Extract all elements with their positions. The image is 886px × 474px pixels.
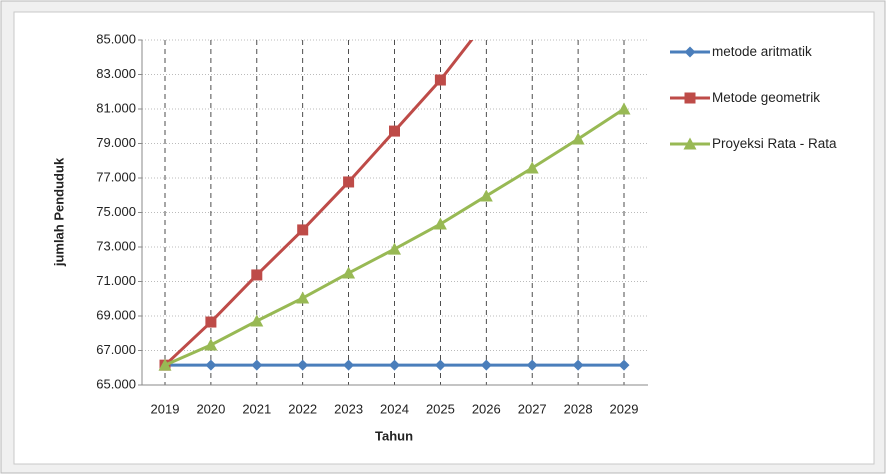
- y-tick-label: 73.000: [96, 238, 136, 253]
- marker: [571, 132, 585, 145]
- marker: [205, 359, 217, 371]
- marker: [205, 316, 217, 328]
- marker: [683, 137, 697, 150]
- marker: [434, 74, 446, 86]
- y-tick-label: 75.000: [96, 204, 136, 219]
- marker: [388, 242, 401, 255]
- marker: [684, 92, 696, 104]
- legend-item: Proyeksi Rata - Rata: [668, 134, 838, 154]
- marker: [342, 266, 356, 279]
- x-tick-label: 2022: [288, 401, 317, 416]
- x-tick-label: 2029: [610, 401, 639, 416]
- marker: [251, 359, 263, 371]
- legend-icon: [670, 46, 710, 58]
- series-line: [163, 40, 474, 367]
- plot-area: [158, 40, 631, 371]
- y-tick-label: 81.000: [96, 100, 136, 115]
- x-axis-title: Tahun: [375, 428, 413, 443]
- marker: [389, 125, 400, 137]
- marker: [617, 102, 631, 115]
- marker: [343, 359, 355, 371]
- marker: [389, 359, 400, 371]
- x-tick-label: 2019: [151, 401, 180, 416]
- y-tick-label: 79.000: [96, 135, 136, 150]
- y-tick-label: 77.000: [96, 169, 136, 184]
- x-tick-label: 2024: [380, 401, 409, 416]
- legend-icon: [670, 137, 710, 150]
- marker: [572, 359, 584, 371]
- marker: [480, 359, 492, 371]
- marker: [251, 269, 263, 281]
- marker: [297, 359, 309, 371]
- y-tick-label: 67.000: [96, 342, 136, 357]
- x-tick-label: 2023: [334, 401, 363, 416]
- y-tick-label: 69.000: [96, 307, 136, 322]
- marker: [526, 359, 538, 371]
- marker: [684, 46, 696, 58]
- legend-icon: [670, 92, 710, 104]
- legend-item: Metode geometrik: [668, 88, 838, 108]
- x-tick-label: 2021: [242, 401, 271, 416]
- chart-area: [13, 11, 875, 465]
- legend-label: metode aritmatik: [712, 44, 812, 59]
- marker: [434, 359, 446, 371]
- marker: [525, 161, 539, 174]
- marker: [204, 338, 218, 351]
- marker: [433, 217, 447, 230]
- legend-label: Metode geometrik: [712, 90, 821, 105]
- marker: [250, 314, 264, 327]
- y-axis-title: jumlah Penduduk: [51, 157, 66, 267]
- marker: [479, 189, 493, 202]
- x-tick-label: 2020: [196, 401, 225, 416]
- x-tick-label: 2027: [518, 401, 547, 416]
- x-tick-label: 2025: [426, 401, 455, 416]
- legend-label: Proyeksi Rata - Rata: [712, 136, 837, 151]
- marker: [297, 224, 309, 236]
- marker: [296, 291, 310, 304]
- x-tick-label: 2028: [564, 401, 593, 416]
- marker: [343, 176, 355, 188]
- legend: metode aritmatik Metode geometrik Proyeksi…: [668, 42, 838, 180]
- y-tick-label: 83.000: [96, 66, 136, 81]
- y-tick-label: 65.000: [96, 376, 136, 391]
- x-tick-label: 2026: [472, 401, 501, 416]
- marker: [158, 358, 172, 371]
- y-tick-label: 85.000: [96, 31, 136, 46]
- legend-item: metode aritmatik: [668, 42, 838, 62]
- y-tick-label: 71.000: [96, 273, 136, 288]
- marker: [618, 359, 630, 371]
